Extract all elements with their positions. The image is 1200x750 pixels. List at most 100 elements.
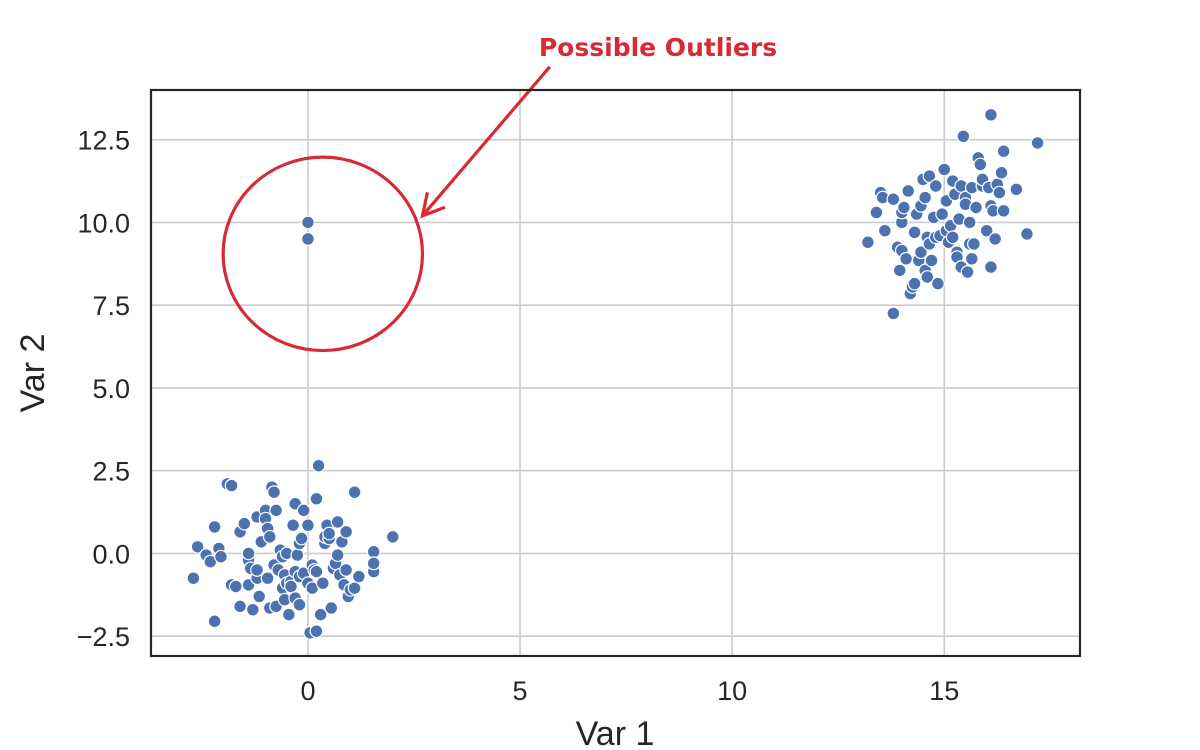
data-point <box>228 579 243 594</box>
x-axis-label: Var 1 <box>576 715 655 750</box>
data-point <box>969 200 983 215</box>
data-point <box>901 184 916 198</box>
data-point <box>301 518 315 533</box>
data-point <box>186 571 201 586</box>
data-point <box>311 458 326 473</box>
outlier-annotation: Possible Outliers <box>221 33 777 353</box>
data-point <box>324 601 339 615</box>
y-tick-labels: −2.5 0.0 2.5 5.0 7.5 10.0 12.5 <box>77 126 130 652</box>
data-point <box>286 518 301 533</box>
data-point <box>928 179 943 193</box>
y-tick-label: 7.5 <box>92 291 130 321</box>
data-point <box>309 564 324 579</box>
y-tick-label: 12.5 <box>77 126 130 156</box>
y-axis-label: Var 2 <box>14 334 52 413</box>
annotation-arrow-head <box>420 191 446 219</box>
data-point <box>309 491 324 506</box>
data-point <box>237 516 252 531</box>
data-point <box>869 205 884 220</box>
y-tick-label: 0.0 <box>92 539 130 569</box>
data-point <box>962 215 977 230</box>
x-tick-label: 0 <box>300 676 315 706</box>
annotation-label: Possible Outliers <box>539 33 777 62</box>
data-point <box>313 607 328 622</box>
x-tick-labels: 0 5 10 15 <box>300 676 959 706</box>
data-point <box>250 563 264 577</box>
data-point <box>347 485 362 500</box>
data-point <box>260 571 275 586</box>
outlier-circle <box>221 155 425 353</box>
data-point <box>964 251 979 266</box>
data-point <box>960 265 975 279</box>
data-point <box>315 576 330 591</box>
y-tick-label: 5.0 <box>92 374 130 404</box>
data-point <box>296 503 311 518</box>
data-point <box>956 129 971 144</box>
data-point <box>945 230 960 245</box>
data-point <box>984 107 998 122</box>
data-point <box>886 306 901 321</box>
data-point <box>860 235 875 250</box>
data-point <box>281 607 296 622</box>
x-tick-label: 5 <box>513 676 528 706</box>
data-point <box>330 548 345 562</box>
data-point <box>233 599 247 614</box>
data-point <box>339 563 354 577</box>
data-point <box>190 539 205 554</box>
data-point <box>339 524 354 539</box>
data-point <box>366 544 381 559</box>
data-point <box>897 200 911 215</box>
data-point <box>385 529 400 544</box>
data-point <box>996 144 1011 159</box>
y-tick-label: −2.5 <box>77 622 130 652</box>
data-point <box>899 251 913 266</box>
data-point <box>922 169 937 183</box>
x-tick-label: 15 <box>929 676 959 706</box>
data-point <box>992 185 1007 200</box>
data-point <box>967 237 981 251</box>
data-point <box>214 549 228 564</box>
scatter-points <box>186 107 1045 640</box>
x-tick-label: 10 <box>717 676 747 706</box>
data-point <box>207 520 222 534</box>
data-point <box>924 253 939 268</box>
data-point <box>366 556 381 571</box>
data-point <box>907 276 922 291</box>
data-point <box>979 223 994 238</box>
data-point <box>262 529 277 544</box>
data-point <box>935 207 950 222</box>
data-point <box>1030 136 1045 150</box>
data-point <box>994 165 1009 180</box>
data-point <box>290 548 305 562</box>
data-point <box>267 485 281 500</box>
data-point <box>252 589 267 604</box>
plot-frame <box>149 88 1082 658</box>
data-point <box>973 157 988 172</box>
data-point <box>245 602 260 617</box>
data-point <box>224 478 239 493</box>
data-point <box>322 526 337 541</box>
data-point <box>937 162 952 177</box>
annotation-arrow <box>421 65 551 217</box>
data-point <box>886 192 901 207</box>
data-point <box>294 531 309 546</box>
data-point <box>301 215 315 230</box>
data-point <box>907 225 922 240</box>
data-point <box>351 569 366 584</box>
data-point <box>292 597 307 612</box>
data-point <box>347 581 362 596</box>
data-point <box>269 503 284 518</box>
data-point <box>241 546 256 561</box>
data-point <box>877 223 892 238</box>
data-point <box>988 232 1003 246</box>
data-point <box>207 614 222 629</box>
data-point <box>1009 182 1024 197</box>
data-point <box>330 515 345 529</box>
data-point <box>996 203 1011 218</box>
data-point <box>984 260 998 274</box>
data-point <box>920 270 935 284</box>
data-point <box>892 263 907 278</box>
y-tick-label: 2.5 <box>92 457 130 487</box>
y-tick-label: 10.0 <box>77 208 130 238</box>
data-point <box>918 190 933 205</box>
